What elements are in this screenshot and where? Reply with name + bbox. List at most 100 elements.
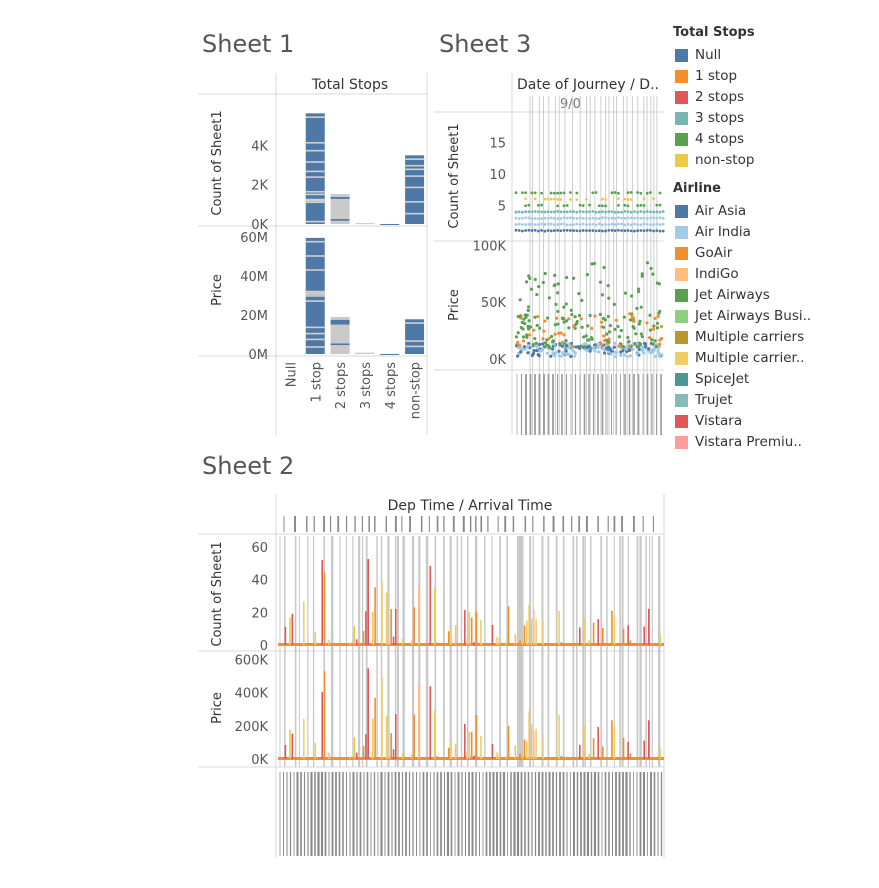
legend-total-stops-item[interactable]: 1 stop xyxy=(675,67,737,85)
scatter-point xyxy=(637,322,641,326)
legend-airline-item[interactable]: IndiGo xyxy=(675,265,739,283)
scatter-point xyxy=(623,209,627,213)
legend-airline-item[interactable]: Trujet xyxy=(675,391,733,409)
scatter-point xyxy=(657,342,661,347)
scatter-point xyxy=(610,210,614,214)
scatter-point xyxy=(608,347,612,351)
scatter-point xyxy=(551,351,555,355)
scatter-point xyxy=(565,275,569,280)
scatter-point xyxy=(520,320,524,325)
scatter-point xyxy=(572,210,575,214)
legend-airline-item[interactable]: Air Asia xyxy=(675,202,746,220)
bar xyxy=(454,743,457,759)
scatter-point xyxy=(590,326,594,331)
scatter-point xyxy=(658,210,662,214)
bar xyxy=(602,746,604,759)
legend-total-stops-item[interactable]: non-stop xyxy=(675,151,754,169)
bar xyxy=(466,751,468,759)
scatter-point xyxy=(540,222,543,226)
scatter-point xyxy=(645,261,650,265)
y-axis-label-count: Count of Sheet1 xyxy=(210,541,225,646)
scatter-point xyxy=(632,319,636,323)
scatter-point xyxy=(516,340,520,344)
legend-airline-item[interactable]: Vistara xyxy=(675,412,742,430)
bar xyxy=(592,738,595,759)
scatter-point xyxy=(616,324,620,329)
scatter-point xyxy=(575,229,579,233)
bar xyxy=(353,737,356,759)
legend-airline-item[interactable]: SpiceJet xyxy=(675,370,749,388)
legend-airline-item[interactable]: Multiple carrier.. xyxy=(675,349,804,367)
bar xyxy=(411,753,413,759)
scatter-point xyxy=(622,315,626,319)
scatter-point xyxy=(624,347,628,351)
scatter-point xyxy=(603,318,607,322)
scatter-point xyxy=(533,197,537,201)
scatter-point xyxy=(549,210,553,214)
scatter-point xyxy=(551,347,555,351)
legend-airline-item[interactable]: GoAir xyxy=(675,244,732,262)
scatter-point xyxy=(635,306,639,311)
scatter-point xyxy=(556,198,559,201)
scatter-point xyxy=(569,308,573,312)
scatter-point xyxy=(623,291,628,295)
legend-airline-item[interactable]: Multiple carriers xyxy=(675,328,804,346)
y-tick-price: 0K xyxy=(251,753,268,768)
scatter-point xyxy=(516,351,520,356)
legend-airline-item[interactable]: Air India xyxy=(675,223,751,241)
column-header: Total Stops xyxy=(311,77,388,93)
legend-airline-item[interactable]: Vistara Premiu.. xyxy=(675,433,802,451)
scatter-point xyxy=(571,344,575,348)
scatter-point xyxy=(590,262,594,266)
bar xyxy=(434,587,436,645)
bar xyxy=(323,572,326,645)
bar-segment xyxy=(305,295,325,297)
scatter-point xyxy=(540,228,543,232)
bar xyxy=(372,611,374,645)
legend-label: Multiple carriers xyxy=(695,329,805,345)
legend-total-stops-item[interactable]: Null xyxy=(675,46,721,64)
scatter-point xyxy=(562,333,566,337)
scatter-point xyxy=(591,216,595,220)
scatter-point xyxy=(617,335,621,339)
bar xyxy=(491,744,494,759)
bar xyxy=(505,642,507,645)
bar-segment xyxy=(405,175,425,177)
bar xyxy=(355,352,375,354)
scatter-point xyxy=(636,229,639,233)
legend-total-stops-item[interactable]: 2 stops xyxy=(675,88,744,106)
scatter-point xyxy=(524,191,527,195)
bar xyxy=(365,734,367,759)
legend-label: Air India xyxy=(695,224,751,240)
legend-airline-item[interactable]: Jet Airways xyxy=(675,286,770,304)
legend-total-stops-item[interactable]: 4 stops xyxy=(675,130,744,148)
scatter-point xyxy=(573,351,578,355)
legend-airline-item[interactable]: Jet Airways Busi.. xyxy=(675,307,811,325)
scatter-point xyxy=(567,342,571,346)
bar xyxy=(579,744,581,759)
scatter-point xyxy=(530,210,534,214)
legend-label: Null xyxy=(695,47,722,63)
scatter-point xyxy=(585,348,590,352)
bar xyxy=(526,741,528,759)
bar xyxy=(330,194,350,224)
scatter-point xyxy=(605,332,609,336)
scatter-point xyxy=(521,191,524,195)
bar xyxy=(355,752,358,759)
scatter-point xyxy=(606,314,610,319)
scatter-point xyxy=(562,191,566,195)
scatter-point xyxy=(661,210,665,213)
scatter-point xyxy=(540,203,543,207)
bar xyxy=(496,636,498,645)
legend-label: 3 stops xyxy=(695,110,745,126)
bar xyxy=(401,639,404,645)
bar xyxy=(613,616,616,645)
scatter-point xyxy=(543,271,547,276)
scatter-point xyxy=(598,312,603,317)
scatter-point xyxy=(626,198,630,202)
legend-total-stops-item[interactable]: 3 stops xyxy=(675,109,744,127)
bar xyxy=(558,715,560,759)
scatter-point xyxy=(585,223,588,227)
scatter-point xyxy=(648,328,653,332)
scatter-point xyxy=(519,350,523,354)
